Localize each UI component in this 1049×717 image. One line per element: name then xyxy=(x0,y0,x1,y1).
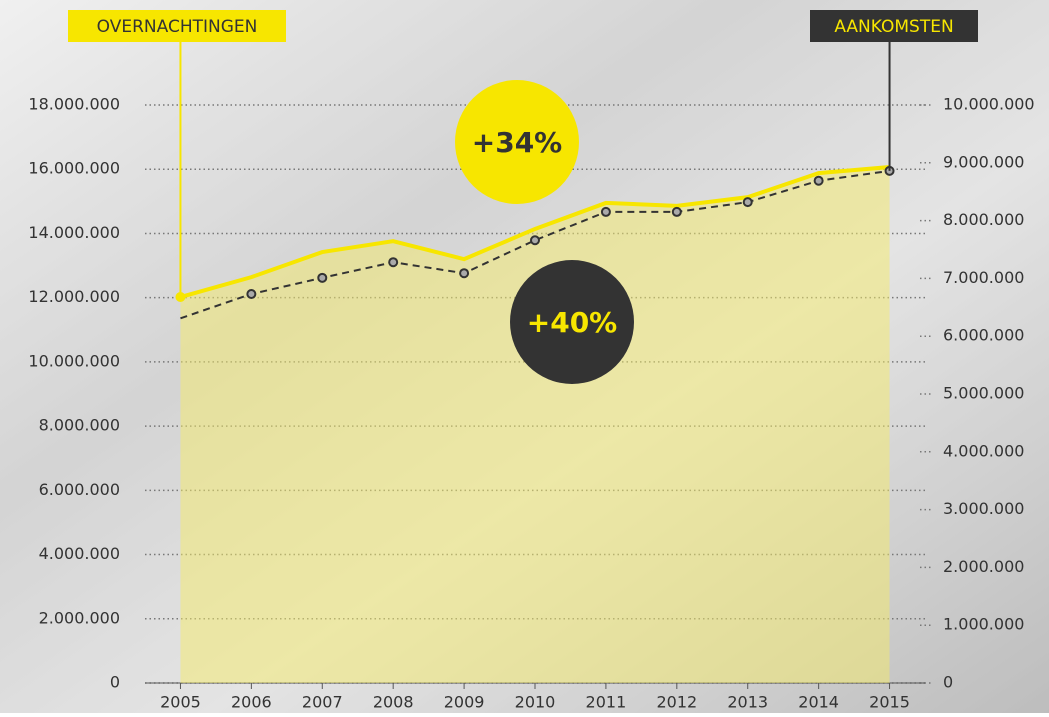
y-tick-label: 16.000.000 xyxy=(28,159,120,178)
x-tick-label: 2005 xyxy=(160,693,201,712)
point xyxy=(317,272,328,283)
x-tick-label: 2015 xyxy=(869,693,910,712)
y2-tick-label: 1.000.000 xyxy=(943,615,1024,634)
legend-box xyxy=(68,10,286,42)
y-tick-label: 8.000.000 xyxy=(39,416,120,435)
series-line xyxy=(180,169,890,320)
point xyxy=(600,206,611,217)
series-line xyxy=(179,164,890,299)
x-tick-label: 2013 xyxy=(727,693,768,712)
y2-tick-label: 4.000.000 xyxy=(943,441,1024,460)
y2-tick-label: 6.000.000 xyxy=(943,326,1024,345)
x-tick-label: 2008 xyxy=(373,693,414,712)
annotation: +40% xyxy=(527,306,617,339)
y-tick-label: 14.000.000 xyxy=(28,223,120,242)
y2-tick-label: 9.000.000 xyxy=(943,152,1024,171)
point xyxy=(813,175,824,186)
y2-tick-label: 5.000.000 xyxy=(943,384,1024,403)
x-tick-label: 2006 xyxy=(231,693,272,712)
x-tick-label: 2011 xyxy=(586,693,627,712)
x-tick-label: 2010 xyxy=(515,693,556,712)
legend-label: OVERNACHTINGEN xyxy=(97,17,258,37)
y2-tick-label: 0 xyxy=(943,673,953,692)
x-tick-label: 2012 xyxy=(656,693,697,712)
legend-box xyxy=(810,10,978,42)
y-tick-label: 0 xyxy=(110,673,120,692)
x-tick-label: 2014 xyxy=(798,693,839,712)
y2-tick-label: 8.000.000 xyxy=(943,210,1024,229)
point xyxy=(246,289,257,300)
area xyxy=(180,166,890,684)
legend-label: AANKOMSTEN xyxy=(834,17,953,37)
y2-tick-label: 2.000.000 xyxy=(943,557,1024,576)
point xyxy=(671,206,682,217)
y-tick-label: 2.000.000 xyxy=(39,608,120,627)
point xyxy=(388,257,399,268)
x-tick-label: 2007 xyxy=(302,693,343,712)
x-tick-label: 2009 xyxy=(444,693,485,712)
point xyxy=(530,235,540,246)
point xyxy=(459,268,470,279)
y-tick-label: 18.000.000 xyxy=(28,95,120,114)
annotation-bubble xyxy=(455,80,579,204)
point xyxy=(742,197,753,208)
y-tick-label: 10.000.000 xyxy=(28,351,120,370)
y2-tick-label: 7.000.000 xyxy=(943,268,1024,287)
y2-tick-label: 3.000.000 xyxy=(943,499,1024,518)
annotation: +34% xyxy=(472,126,562,159)
y-tick-label: 12.000.000 xyxy=(28,287,120,306)
annotation-bubble xyxy=(510,260,634,384)
y-tick-label: 6.000.000 xyxy=(39,480,120,499)
y2-tick-label: 10.000.000 xyxy=(943,95,1035,114)
y-tick-label: 4.000.000 xyxy=(39,544,120,563)
